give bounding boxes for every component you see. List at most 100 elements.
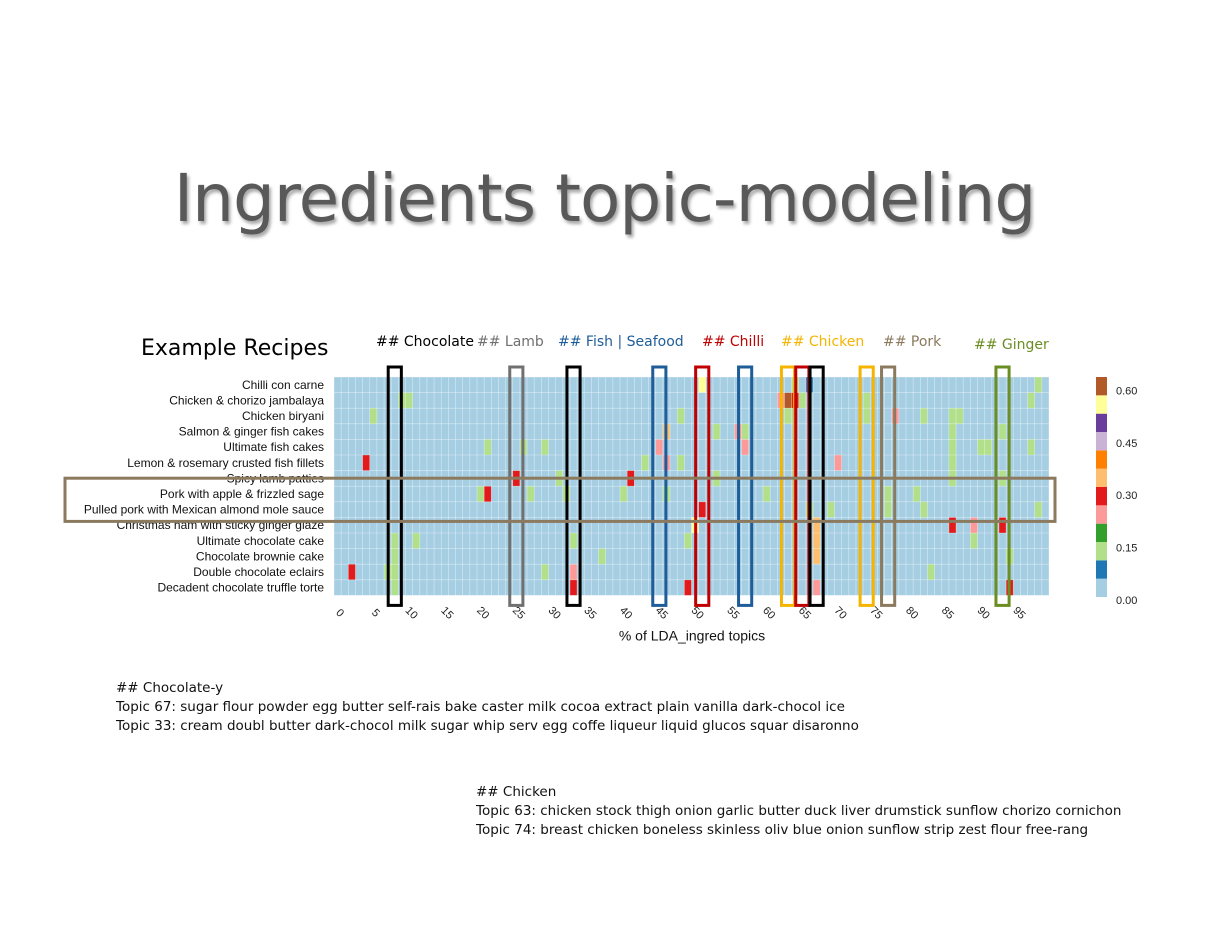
x-tick-label-10: 50 — [689, 605, 706, 622]
heatmap-cell-17 — [920, 408, 928, 424]
row-label-2: Chicken biryani — [242, 409, 324, 423]
heatmap-cell-75 — [813, 548, 821, 565]
legend-swatch-5 — [1096, 487, 1107, 506]
highlight-topic-8 — [386, 365, 403, 607]
row-label-5: Lemon & rosemary crusted fish fillets — [127, 456, 324, 470]
legend-tick-label-0: 0.60 — [1116, 385, 1137, 397]
heatmap-cell-15 — [863, 408, 871, 424]
x-tick-label-16: 80 — [903, 605, 920, 622]
x-tick-label-6: 30 — [546, 605, 563, 622]
heatmap-cell-33 — [984, 439, 992, 455]
heatmap-cell-28 — [541, 439, 549, 455]
heatmap-cell-74 — [598, 548, 606, 565]
row-label-0: Chilli con carne — [242, 378, 324, 392]
legend-tick-label-3: 0.15 — [1116, 543, 1137, 555]
legend-tick-label-1: 0.45 — [1116, 438, 1137, 450]
highlight-topic-93 — [994, 365, 1011, 607]
x-tick-label-15: 75 — [867, 605, 884, 622]
heatmap-cell-58 — [827, 501, 835, 518]
heatmap-cell-10 — [863, 392, 871, 409]
heatmap-cell-83 — [391, 579, 399, 596]
heatmap-cell-69 — [569, 533, 578, 549]
heatmap-cell-39 — [834, 455, 842, 471]
chicken-topic-63-line: Topic 63: chicken stock thigh onion garl… — [476, 803, 1122, 819]
legend-swatch-8 — [1096, 432, 1107, 451]
heatmap-cell-51 — [620, 486, 628, 502]
legend-swatch-3 — [1096, 523, 1107, 542]
heatmap-cell-54 — [884, 486, 892, 502]
x-tick-label-12: 60 — [760, 605, 777, 622]
legend-tick-label-2: 0.30 — [1116, 490, 1137, 502]
x-tick-label-3: 15 — [438, 605, 455, 622]
legend-swatch-11 — [1096, 377, 1107, 396]
x-tick-label-19: 95 — [1010, 605, 1027, 622]
heatmap-cell-67 — [391, 533, 399, 549]
highlight-topic-33 — [565, 365, 582, 607]
legend-swatch-7 — [1096, 450, 1107, 469]
topic-group-label-3: ## Chilli — [702, 334, 765, 350]
heatmap-cell-40 — [948, 455, 957, 471]
highlight-topic-51 — [694, 365, 711, 607]
legend-swatch-9 — [1096, 413, 1107, 432]
heatmap-cell-59 — [884, 501, 892, 518]
row-label-13: Decadent chocolate truffle torte — [157, 581, 324, 595]
row-label-4: Ultimate fish cakes — [223, 440, 324, 454]
heatmap-cell-19 — [956, 408, 964, 424]
heatmap-cell-81 — [569, 564, 578, 580]
heatmap-cell-48 — [484, 486, 492, 502]
heatmap-cell-14 — [784, 408, 792, 424]
heatmap-cell-82 — [927, 564, 935, 580]
x-tick-label-1: 5 — [369, 607, 382, 620]
x-tick-label-13: 65 — [796, 605, 813, 622]
heatmap-cell-65 — [970, 517, 978, 533]
row-label-1: Chicken & chorizo jambalaya — [169, 393, 324, 407]
chocolate-topic-33-line: Topic 33: cream doubl butter dark-chocol… — [116, 718, 859, 734]
chicken-topic-74-line: Topic 74: breast chicken boneless skinle… — [476, 822, 1089, 838]
topic-group-label-5: ## Pork — [883, 334, 942, 350]
row-label-12: Double chocolate eclairs — [193, 565, 324, 579]
chart-subtitle: Example Recipes — [141, 336, 329, 361]
heatmap-cell-25 — [998, 423, 1007, 440]
heatmap-cell-18 — [948, 408, 957, 424]
row-label-10: Ultimate chocolate cake — [197, 534, 325, 548]
x-tick-label-0: 0 — [333, 607, 346, 620]
legend-swatch-10 — [1096, 395, 1107, 414]
heatmap-cell-5 — [405, 392, 413, 409]
heatmap-cell-36 — [641, 455, 649, 471]
heatmap-cell-60 — [920, 501, 928, 518]
topic-group-label-2: ## Fish | Seafood — [558, 334, 684, 350]
heatmap-cell-64 — [948, 517, 957, 533]
heatmap-cell-29 — [655, 439, 663, 455]
heatmap-cell-86 — [813, 579, 821, 596]
legend-tick-label-4: 0.00 — [1116, 595, 1137, 607]
heatmap-cell-32 — [977, 439, 985, 455]
heatmap-cell-11 — [1027, 392, 1035, 409]
legend-swatch-0 — [1096, 578, 1107, 597]
heatmap-cell-70 — [684, 533, 692, 549]
heatmap-cell-47 — [477, 486, 485, 502]
highlight-topic-74 — [858, 365, 875, 607]
heatmap-cell-9 — [798, 392, 806, 409]
heatmap-cell-66 — [998, 517, 1007, 533]
x-tick-label-7: 35 — [581, 605, 598, 622]
x-tick-label-18: 90 — [975, 605, 992, 622]
heatmap-cell-80 — [541, 564, 549, 580]
x-tick-label-5: 25 — [510, 605, 527, 622]
heatmap-cell-55 — [913, 486, 921, 502]
legend-swatch-4 — [1096, 505, 1107, 524]
row-label-8: Pulled pork with Mexican almond mole sau… — [84, 503, 324, 517]
heatmap-cell-31 — [948, 439, 957, 455]
row-label-3: Salmon & ginger fish cakes — [179, 425, 324, 439]
row-label-7: Pork with apple & frizzled sage — [160, 487, 324, 501]
heatmap-cell-34 — [1027, 439, 1035, 455]
page-title: Ingredients topic-modeling — [173, 160, 1037, 237]
heatmap-cell-30 — [741, 439, 749, 455]
chocolate-topic-67-line: Topic 67: sugar flour powder egg butter … — [116, 699, 845, 715]
heatmap-cell-49 — [527, 486, 535, 502]
x-tick-label-17: 85 — [939, 605, 956, 622]
heatmap-cell-12 — [369, 408, 377, 424]
legend-swatch-6 — [1096, 468, 1107, 487]
heatmap-cell-72 — [970, 533, 978, 549]
chocolate-notes: ## Chocolate-y Topic 67: sugar flour pow… — [116, 679, 859, 736]
x-tick-label-4: 20 — [474, 605, 491, 622]
